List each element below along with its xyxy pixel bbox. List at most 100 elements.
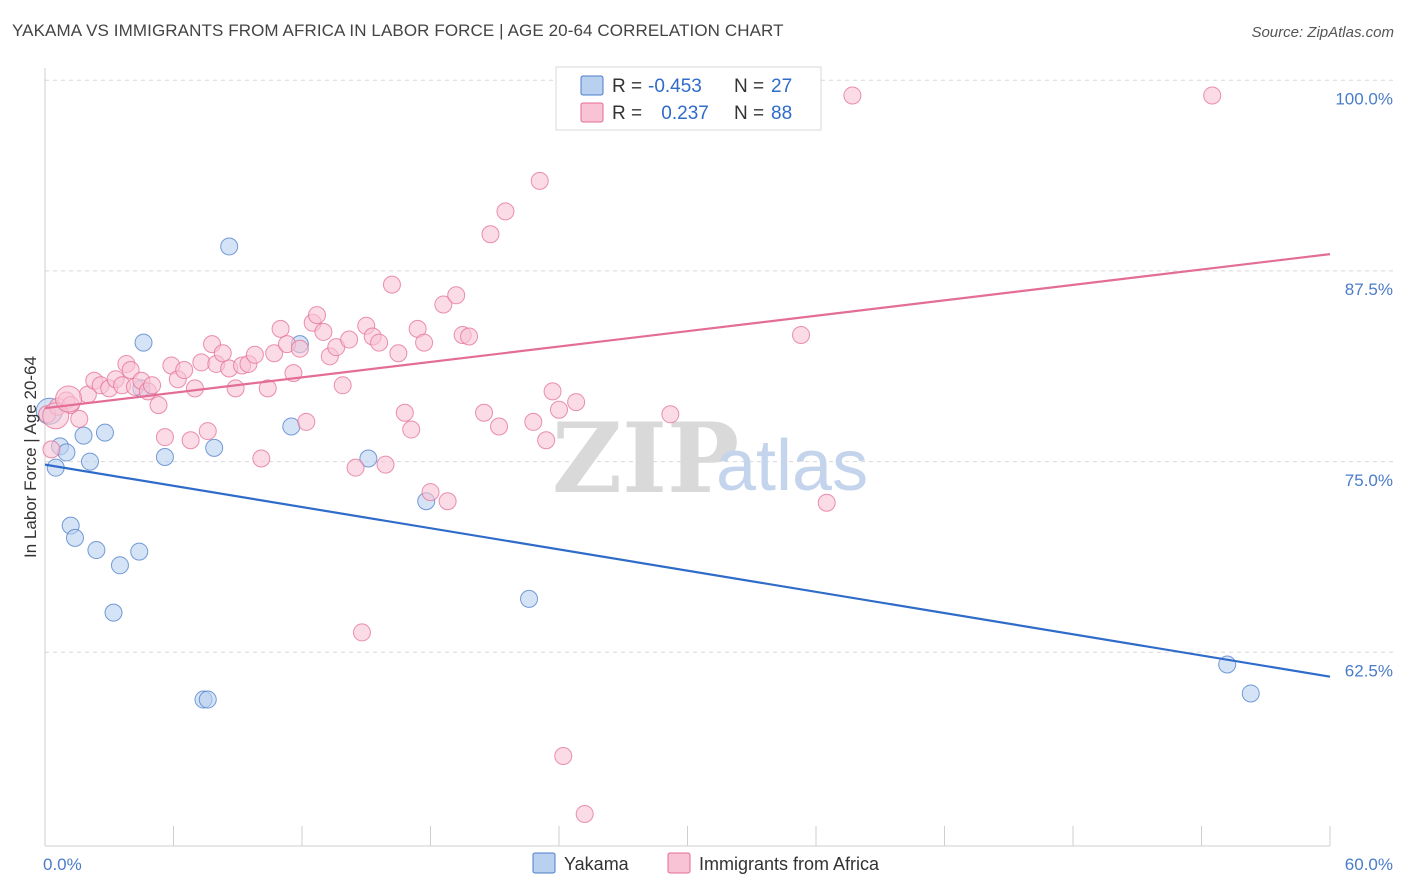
- point-africa: [226, 379, 245, 398]
- point-africa: [181, 431, 200, 450]
- point-africa: [245, 345, 264, 364]
- point-africa: [149, 396, 168, 415]
- bottom-legend-label-yakama: Yakama: [564, 854, 630, 874]
- point-africa: [307, 306, 326, 325]
- point-africa: [340, 330, 359, 349]
- point-africa: [55, 385, 83, 413]
- point-yakama: [95, 423, 114, 442]
- point-africa: [297, 412, 316, 431]
- point-africa: [843, 86, 862, 105]
- point-africa: [537, 431, 556, 450]
- x-tick-label: 60.0%: [1345, 855, 1393, 874]
- point-africa: [460, 327, 479, 346]
- point-africa: [314, 322, 333, 341]
- trend-line-yakama: [44, 463, 1331, 678]
- point-africa: [415, 333, 434, 352]
- point-yakama: [57, 443, 76, 462]
- point-africa: [661, 405, 680, 424]
- point-africa: [155, 428, 174, 447]
- trend-lines: [44, 253, 1331, 678]
- point-yakama: [220, 237, 239, 256]
- scatter-points: [35, 86, 1260, 823]
- watermark: ZIP atlas: [552, 402, 868, 515]
- legend-r-label-africa: R =: [612, 103, 642, 124]
- watermark-atlas: atlas: [716, 426, 868, 506]
- x-tick-labels: 0.0% 60.0%: [43, 855, 1393, 874]
- point-africa: [376, 455, 395, 474]
- point-africa: [352, 623, 371, 642]
- point-africa: [42, 440, 61, 459]
- legend-n-label-yakama: N =: [734, 76, 764, 97]
- point-africa: [213, 344, 232, 363]
- point-africa: [524, 412, 543, 431]
- point-yakama: [520, 589, 539, 608]
- point-africa: [290, 339, 309, 358]
- point-africa: [252, 449, 271, 468]
- point-africa: [143, 376, 162, 395]
- point-africa: [198, 422, 217, 441]
- legend-n-label-africa: N =: [734, 103, 764, 124]
- point-africa: [382, 275, 401, 294]
- legend-swatch-yakama: [580, 75, 604, 96]
- source-label: Source: ZipAtlas.com: [1251, 24, 1394, 41]
- legend-n-value-africa: 88: [771, 103, 792, 124]
- point-africa: [575, 804, 594, 823]
- legend-r-value-yakama: -0.453: [648, 76, 702, 97]
- series-legend: Yakama Immigrants from Africa: [532, 852, 880, 874]
- point-africa: [395, 403, 414, 422]
- point-africa: [265, 344, 284, 363]
- point-africa: [333, 376, 352, 395]
- point-yakama: [65, 528, 84, 547]
- point-africa: [438, 492, 457, 511]
- point-africa: [121, 361, 140, 380]
- point-africa: [370, 333, 389, 352]
- point-africa: [530, 171, 549, 190]
- point-africa: [496, 202, 515, 221]
- point-africa: [490, 417, 509, 436]
- point-africa: [1203, 86, 1222, 105]
- point-africa: [447, 286, 466, 305]
- point-yakama: [80, 452, 99, 471]
- point-africa: [185, 379, 204, 398]
- point-africa: [475, 403, 494, 422]
- point-yakama: [74, 426, 93, 445]
- point-yakama: [87, 541, 106, 560]
- point-africa: [567, 393, 586, 412]
- point-yakama: [130, 542, 149, 561]
- point-africa: [175, 361, 194, 380]
- point-africa: [792, 325, 811, 344]
- point-yakama: [110, 556, 129, 575]
- point-yakama: [282, 417, 301, 436]
- point-yakama: [198, 690, 217, 709]
- watermark-zip: ZIP: [552, 402, 739, 515]
- point-yakama: [205, 438, 224, 457]
- legend-n-value-yakama: 27: [771, 76, 792, 97]
- point-africa: [421, 483, 440, 502]
- point-africa: [481, 225, 500, 244]
- point-africa: [434, 295, 453, 314]
- y-axis-title: In Labor Force | Age 20-64: [21, 356, 40, 558]
- point-africa: [550, 400, 568, 419]
- x-tick-label: 0.0%: [43, 855, 82, 874]
- y-tick-labels: 100.0% 87.5% 75.0% 62.5%: [1335, 90, 1393, 681]
- y-tick-label: 100.0%: [1335, 90, 1393, 109]
- point-yakama: [134, 333, 153, 352]
- legend-r-value-africa: 0.237: [656, 103, 709, 124]
- point-africa: [271, 319, 290, 338]
- legend-swatch-africa: [580, 102, 604, 123]
- x-ticks: [44, 826, 1331, 846]
- y-tick-label: 75.0%: [1345, 471, 1393, 490]
- point-yakama: [1241, 684, 1260, 703]
- trend-line-africa: [44, 253, 1331, 410]
- bottom-legend-label-africa: Immigrants from Africa: [699, 854, 880, 874]
- y-tick-label: 62.5%: [1345, 662, 1393, 681]
- chart-title: YAKAMA VS IMMIGRANTS FROM AFRICA IN LABO…: [12, 21, 784, 40]
- legend-r-label-yakama: R =: [612, 76, 642, 97]
- point-africa: [402, 420, 421, 439]
- point-africa: [346, 458, 365, 477]
- point-africa: [70, 409, 89, 428]
- y-tick-label: 87.5%: [1345, 280, 1393, 299]
- bottom-legend-swatch-africa: [667, 852, 691, 874]
- point-africa: [554, 746, 573, 765]
